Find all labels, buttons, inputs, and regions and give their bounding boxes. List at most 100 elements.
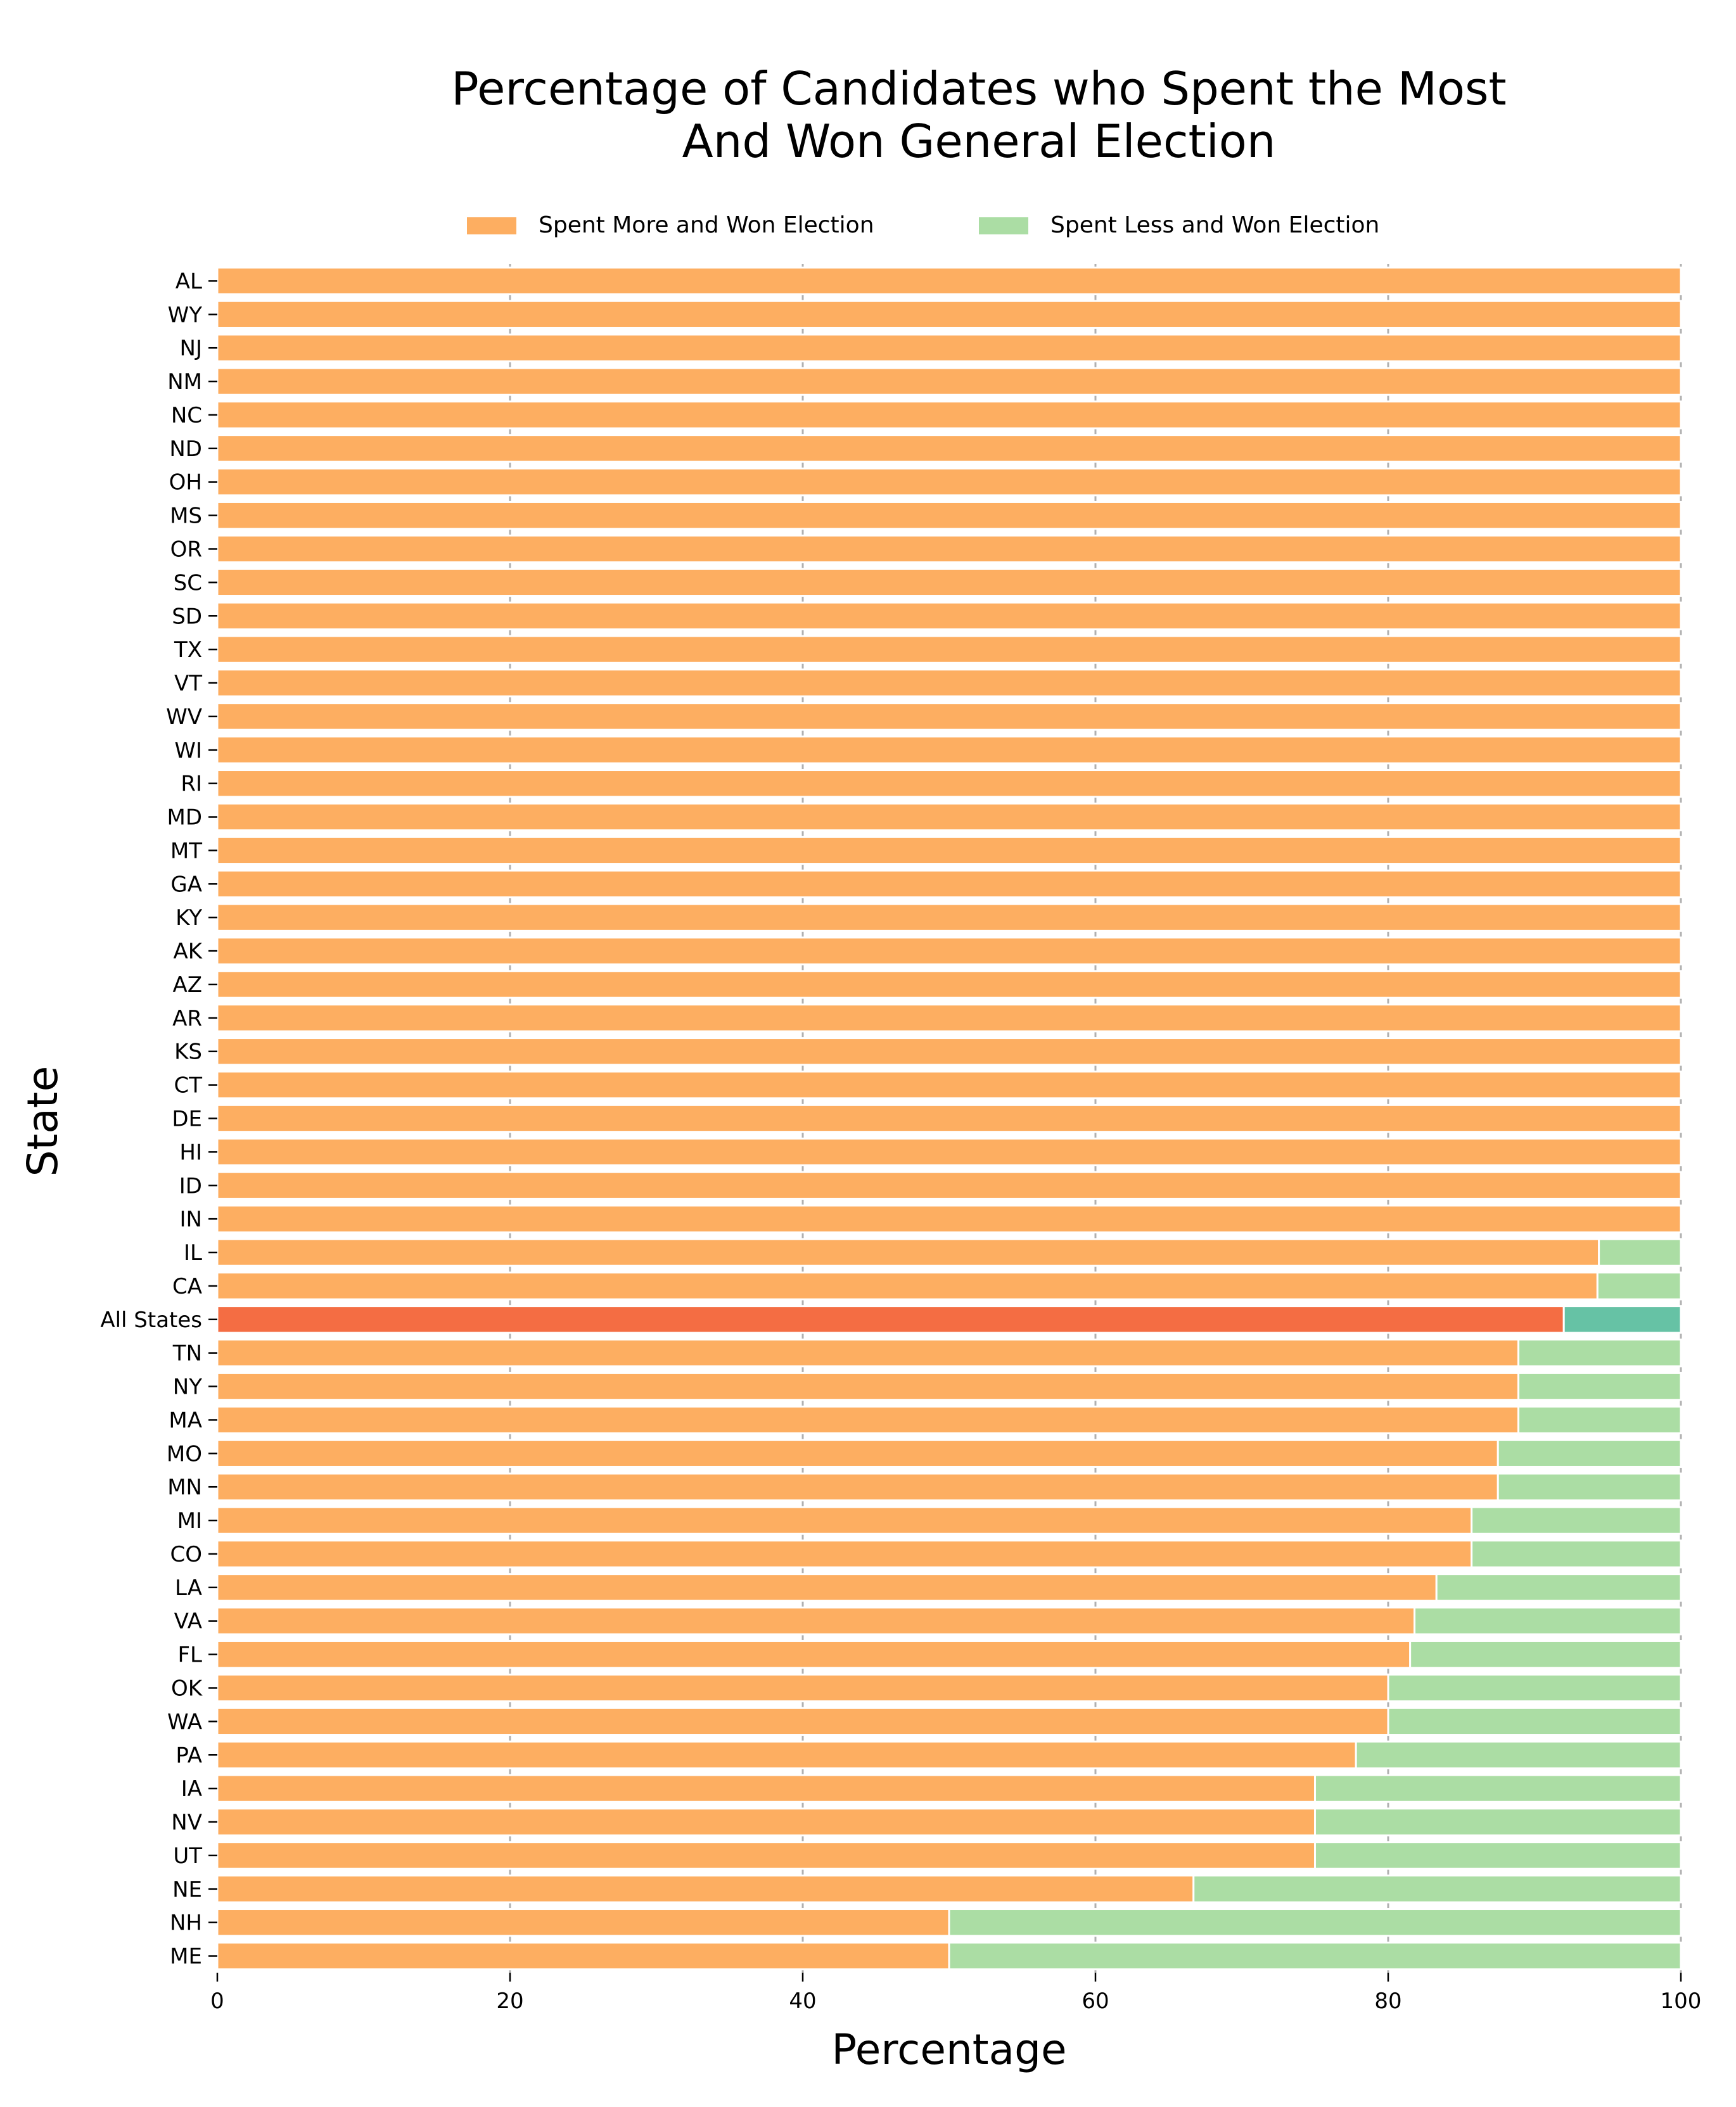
y-tick-label: HI xyxy=(179,1140,202,1165)
bar-spent-more-mi xyxy=(216,1506,1473,1535)
y-tick-label: RI xyxy=(181,772,202,797)
y-tick-label: MN xyxy=(167,1475,202,1500)
bar-spent-less-ia xyxy=(1314,1774,1682,1803)
y-tick-label: MD xyxy=(167,805,202,831)
bar-spent-less-fl xyxy=(1409,1639,1682,1669)
y-tick-label: IN xyxy=(180,1207,202,1232)
y-axis-label: State xyxy=(18,1066,67,1177)
y-tick-label: KY xyxy=(176,905,202,931)
bar-spent-less-pa xyxy=(1355,1740,1682,1769)
bar-spent-more-co xyxy=(216,1539,1473,1569)
bar-spent-more-all-states xyxy=(216,1305,1565,1334)
bar-spent-less-ma xyxy=(1517,1405,1682,1435)
bars xyxy=(216,266,1682,1971)
y-tick-label: MT xyxy=(170,838,202,863)
bar-spent-less-wa xyxy=(1387,1707,1682,1736)
y-tick-label: AR xyxy=(172,1006,202,1031)
bar-spent-more-pa xyxy=(216,1740,1357,1769)
y-tick-label: TN xyxy=(172,1341,202,1366)
bar-spent-more-ak xyxy=(216,936,1682,965)
legend-label-spent-more: Spent More and Won Election xyxy=(539,212,874,238)
y-tick-label: ND xyxy=(169,436,202,462)
y-tick-label: ME xyxy=(170,1944,202,1970)
bar-spent-less-co xyxy=(1471,1539,1682,1569)
y-tick-label: VT xyxy=(174,671,202,696)
y-tick-label: UT xyxy=(173,1843,202,1869)
y-tick-label: NM xyxy=(167,369,202,395)
bar-spent-more-or xyxy=(216,534,1682,564)
y-tick-label: LA xyxy=(175,1575,202,1601)
y-tick-label: NE xyxy=(172,1877,202,1902)
legend-label-spent-less: Spent Less and Won Election xyxy=(1050,212,1379,238)
y-tick-label: NH xyxy=(170,1911,202,1936)
bar-spent-more-mo xyxy=(216,1439,1499,1468)
bar-spent-more-sd xyxy=(216,601,1682,630)
bar-spent-less-va xyxy=(1414,1607,1682,1636)
y-tick-label: OK xyxy=(171,1676,203,1702)
y-tick-label: CT xyxy=(174,1073,202,1098)
bar-spent-more-ky xyxy=(216,903,1682,932)
bar-spent-less-la xyxy=(1435,1573,1682,1602)
bar-spent-more-de xyxy=(216,1104,1682,1133)
bar-spent-less-ut xyxy=(1314,1841,1682,1870)
y-tick-label: FL xyxy=(178,1643,203,1668)
bar-spent-more-ms xyxy=(216,500,1682,530)
y-tick-label: OH xyxy=(169,470,202,495)
bar-spent-more-wv xyxy=(216,702,1682,731)
y-tick-label: TX xyxy=(174,637,202,663)
bar-spent-more-ny xyxy=(216,1372,1520,1401)
y-tick-label: NJ xyxy=(180,336,202,361)
x-tick-label: 80 xyxy=(1374,1989,1401,2014)
bar-spent-more-ks xyxy=(216,1037,1682,1066)
y-tick-label: SD xyxy=(172,604,202,629)
bar-spent-less-ca xyxy=(1596,1271,1682,1301)
bar-spent-more-id xyxy=(216,1171,1682,1200)
legend-swatch-spent-less xyxy=(979,217,1028,234)
y-tick-label: NY xyxy=(173,1375,202,1400)
y-tick-label: ID xyxy=(179,1173,202,1199)
y-tick-label: AZ xyxy=(172,972,202,998)
x-axis-ticks: 0 20 40 60 80 100 xyxy=(210,1973,1701,2014)
x-tick-label: 20 xyxy=(496,1989,523,2014)
bar-spent-less-nv xyxy=(1314,1807,1682,1836)
bar-spent-more-ia xyxy=(216,1774,1316,1803)
bar-spent-less-il xyxy=(1598,1238,1682,1267)
y-tick-label: SC xyxy=(174,570,202,595)
bar-spent-more-ri xyxy=(216,769,1682,798)
bar-spent-more-nd xyxy=(216,434,1682,463)
bar-spent-more-ok xyxy=(216,1673,1389,1703)
bar-spent-more-nm xyxy=(216,367,1682,396)
bar-spent-more-wy xyxy=(216,300,1682,329)
bar-spent-more-ca xyxy=(216,1271,1599,1301)
x-tick-label: 0 xyxy=(210,1989,224,2014)
y-tick-label: All States xyxy=(100,1308,202,1333)
y-tick-label: DE xyxy=(172,1107,202,1132)
y-tick-label: KS xyxy=(174,1040,202,1065)
bar-spent-less-nh xyxy=(948,1908,1682,1937)
x-axis-label: Percentage xyxy=(831,2025,1066,2074)
y-tick-label: AL xyxy=(176,269,202,294)
legend-swatch-spent-more xyxy=(467,217,516,234)
bar-spent-more-al xyxy=(216,266,1682,296)
bar-spent-more-oh xyxy=(216,468,1682,497)
y-tick-label: NC xyxy=(171,403,202,428)
y-tick-label: GA xyxy=(170,872,202,897)
bar-spent-more-nh xyxy=(216,1908,950,1937)
bar-spent-more-hi xyxy=(216,1137,1682,1167)
bar-spent-more-ut xyxy=(216,1841,1316,1870)
bar-spent-more-mt xyxy=(216,836,1682,865)
bar-spent-more-nj xyxy=(216,333,1682,362)
bar-spent-more-sc xyxy=(216,568,1682,597)
y-tick-label: WV xyxy=(166,704,202,730)
y-tick-label: IL xyxy=(184,1240,202,1266)
bar-spent-more-ne xyxy=(216,1875,1195,1904)
bar-spent-less-all-states xyxy=(1562,1305,1682,1334)
x-tick-label: 40 xyxy=(789,1989,816,2014)
bar-spent-less-ny xyxy=(1517,1372,1682,1401)
bar-spent-more-md xyxy=(216,802,1682,832)
bar-spent-more-tx xyxy=(216,635,1682,664)
bar-spent-less-mo xyxy=(1497,1439,1682,1468)
bar-spent-more-ma xyxy=(216,1405,1520,1435)
bar-spent-less-ok xyxy=(1387,1673,1682,1703)
